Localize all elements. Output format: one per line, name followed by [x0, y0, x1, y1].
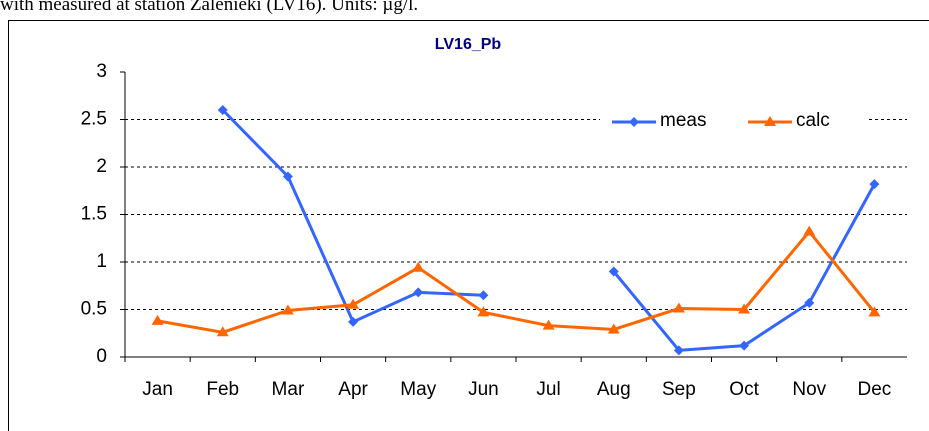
- marker: [216, 326, 229, 337]
- marker: [413, 287, 424, 298]
- marker: [217, 105, 228, 115]
- marker: [803, 225, 816, 236]
- chart-frame: [8, 20, 929, 431]
- marker: [348, 316, 359, 327]
- y-tick-label: 2: [96, 156, 107, 177]
- y-tick-label: 2.5: [81, 109, 107, 130]
- marker: [347, 298, 360, 309]
- marker: [151, 314, 164, 325]
- marker: [542, 319, 555, 330]
- chart-title: LV16_Pb: [435, 36, 502, 53]
- marker: [869, 179, 880, 190]
- marker: [672, 302, 685, 313]
- marker: [739, 340, 750, 351]
- x-tick-label: Aug: [597, 379, 631, 400]
- legend: meas calc: [600, 104, 868, 140]
- x-tick-label: Feb: [206, 379, 239, 400]
- marker: [764, 116, 776, 126]
- x-tick-label: Oct: [729, 379, 759, 400]
- marker: [281, 304, 294, 315]
- y-tick-label: 3: [96, 61, 107, 82]
- marker: [477, 306, 490, 317]
- marker: [608, 266, 619, 277]
- x-tick-label: Sep: [662, 379, 696, 400]
- x-tick-label: Jul: [536, 379, 560, 400]
- x-tick-label: May: [400, 379, 436, 400]
- marker: [282, 171, 293, 182]
- legend-label: meas: [660, 110, 706, 131]
- marker: [673, 345, 684, 356]
- x-tick-label: Jun: [468, 379, 499, 400]
- marker: [738, 303, 751, 314]
- series-line: [157, 229, 876, 334]
- x-tick-label: Apr: [338, 379, 368, 400]
- x-tick-label: Jan: [142, 379, 173, 400]
- legend-label: calc: [796, 110, 830, 131]
- y-tick-label: 1: [96, 251, 107, 272]
- x-tick-label: Dec: [858, 379, 892, 400]
- marker: [804, 297, 815, 308]
- marker: [629, 117, 639, 127]
- caption: with measured at station Zalenieki (LV16…: [0, 0, 419, 15]
- marker: [607, 323, 620, 334]
- marker: [868, 306, 881, 317]
- y-tick-label: 0.5: [81, 299, 107, 320]
- marker: [478, 290, 489, 301]
- y-tick-label: 0: [96, 346, 107, 367]
- x-tick-label: Nov: [792, 379, 826, 400]
- y-tick-label: 1.5: [81, 204, 107, 225]
- x-tick-label: Mar: [272, 379, 305, 400]
- marker: [412, 261, 425, 272]
